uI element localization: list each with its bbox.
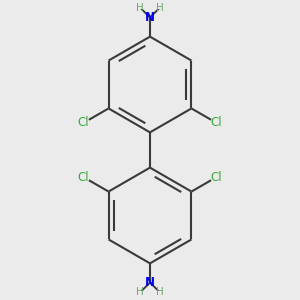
Text: Cl: Cl bbox=[211, 171, 222, 184]
Text: Cl: Cl bbox=[78, 171, 89, 184]
Text: H: H bbox=[136, 2, 144, 13]
Text: H: H bbox=[156, 2, 164, 13]
Text: Cl: Cl bbox=[211, 116, 222, 129]
Text: N: N bbox=[145, 276, 155, 289]
Text: N: N bbox=[145, 11, 155, 24]
Text: Cl: Cl bbox=[78, 116, 89, 129]
Text: H: H bbox=[136, 287, 144, 298]
Text: H: H bbox=[156, 287, 164, 298]
